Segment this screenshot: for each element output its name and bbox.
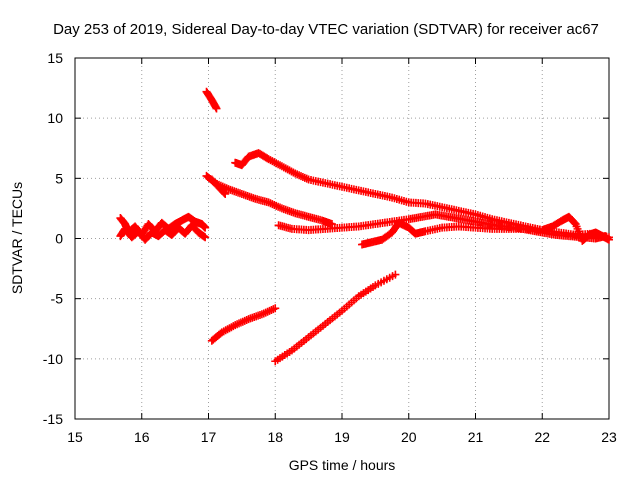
data-point xyxy=(212,104,221,113)
x-tick-label: 17 xyxy=(201,429,217,445)
y-tick-label: -5 xyxy=(51,291,64,307)
chart-title: Day 253 of 2019, Sidereal Day-to-day VTE… xyxy=(53,21,599,38)
x-tick-label: 21 xyxy=(468,429,484,445)
x-tick-label: 16 xyxy=(134,429,150,445)
series-track-h xyxy=(358,212,613,249)
data-points xyxy=(116,87,613,366)
data-point xyxy=(201,233,210,242)
x-axis-label: GPS time / hours xyxy=(289,457,396,473)
x-tick-label: 18 xyxy=(267,429,283,445)
x-tick-label: 15 xyxy=(67,429,83,445)
x-tick-label: 22 xyxy=(534,429,550,445)
y-tick-label: 0 xyxy=(55,231,63,247)
y-tick-label: 5 xyxy=(55,170,63,186)
y-tick-label: -15 xyxy=(43,411,63,427)
axis-ticks: 15 16 17 18 19 20 21 22 23 -15 -10 -5 0 5 10 15 xyxy=(43,50,617,445)
x-tick-label: 19 xyxy=(334,429,350,445)
data-point xyxy=(201,223,210,232)
y-tick-label: 15 xyxy=(47,50,63,66)
x-tick-label: 23 xyxy=(601,429,617,445)
y-axis-label: SDTVAR / TECUs xyxy=(9,182,25,294)
data-point xyxy=(391,270,400,279)
series-track-e xyxy=(207,175,230,198)
y-tick-label: 10 xyxy=(47,110,63,126)
series-track-c xyxy=(202,87,221,113)
x-tick-label: 20 xyxy=(401,429,417,445)
y-tick-label: -10 xyxy=(43,351,63,367)
series-track-b xyxy=(116,221,210,244)
grid-lines xyxy=(75,58,609,419)
series-track-i xyxy=(207,304,280,345)
data-point xyxy=(221,189,230,198)
series-track-j xyxy=(271,270,400,366)
data-point xyxy=(605,235,613,244)
data-point xyxy=(220,188,229,197)
data-point xyxy=(271,304,280,313)
